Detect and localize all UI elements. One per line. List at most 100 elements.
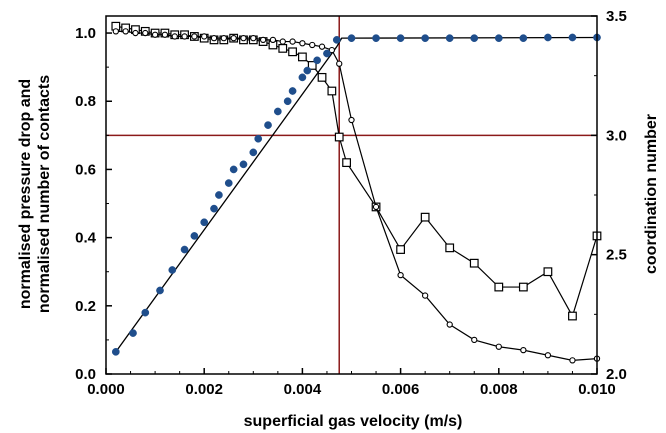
data-point	[250, 35, 257, 42]
data-point	[279, 38, 286, 45]
data-point	[303, 66, 312, 75]
data-point	[122, 28, 129, 35]
data-point	[274, 107, 282, 116]
data-point	[141, 308, 150, 317]
y-tick-label: 0.6	[75, 161, 96, 178]
data-point	[259, 36, 267, 44]
data-point	[307, 61, 317, 70]
data-point	[445, 34, 454, 43]
data-point	[518, 282, 528, 292]
data-point	[347, 34, 356, 43]
data-point	[254, 134, 263, 143]
data-point	[156, 286, 164, 295]
data-point	[142, 29, 149, 37]
data-point	[495, 343, 502, 350]
data-point	[132, 29, 139, 37]
data-point	[342, 158, 351, 168]
data-point	[323, 49, 331, 58]
series-line	[115, 25, 598, 318]
data-point	[288, 47, 297, 57]
data-point	[298, 73, 307, 82]
data-point	[240, 35, 247, 42]
data-point	[289, 38, 296, 45]
x-axis-title: superficial gas velocity (m/s)	[244, 413, 463, 430]
data-point	[215, 191, 223, 199]
data-point	[249, 148, 258, 157]
series-open-circle	[112, 28, 601, 364]
series-open-square	[111, 21, 602, 321]
data-point	[269, 36, 277, 44]
data-point	[168, 266, 177, 274]
data-point	[334, 132, 344, 142]
y-axis-title-line1: normalised pressure drop and	[17, 79, 34, 309]
data-point	[161, 31, 169, 38]
data-point	[520, 346, 527, 354]
data-point	[309, 41, 316, 49]
data-point	[180, 245, 189, 254]
data-point	[210, 204, 218, 213]
y2-axis-title: coordination number	[643, 114, 660, 274]
plot-frame	[105, 15, 598, 375]
y-tick-label: 0.8	[75, 93, 96, 110]
data-point	[224, 179, 233, 187]
y2-tick-label: 3.5	[606, 8, 627, 25]
data-point	[318, 43, 326, 50]
data-point	[469, 258, 479, 268]
series-filled-circle	[111, 33, 601, 356]
data-point	[470, 34, 479, 43]
data-point	[519, 34, 528, 43]
data-point	[288, 87, 297, 95]
x-tick-label: 0.000	[87, 381, 125, 398]
data-point	[129, 329, 137, 337]
y-axis-left: 0.0 0.2 0.4 0.6 0.8 1.0	[75, 25, 112, 383]
data-point	[421, 34, 429, 43]
data-point	[544, 33, 552, 42]
data-point	[421, 292, 429, 299]
data-point	[151, 31, 159, 38]
x-tick-label: 0.008	[480, 381, 518, 398]
data-point	[230, 35, 237, 42]
data-point	[298, 52, 307, 62]
data-point	[264, 121, 272, 129]
data-point	[348, 116, 355, 124]
data-point	[494, 282, 504, 292]
data-point	[278, 43, 288, 53]
data-point	[181, 33, 188, 40]
data-point	[446, 321, 453, 328]
y-tick-label: 1.0	[75, 25, 96, 42]
data-point	[190, 232, 199, 240]
y-tick-label: 0.0	[75, 366, 96, 383]
x-tick-label: 0.002	[185, 381, 223, 398]
x-axis: 0.000 0.002 0.004 0.006 0.008 0.010	[87, 368, 616, 398]
data-point	[445, 243, 455, 253]
data-point	[420, 212, 430, 222]
data-point	[112, 28, 119, 35]
data-point	[336, 60, 343, 67]
data-point	[317, 72, 327, 82]
data-point	[396, 34, 405, 43]
x-tick-label: 0.010	[578, 381, 616, 398]
x-tick-label: 0.006	[382, 381, 420, 398]
data-point	[327, 86, 337, 96]
data-point	[171, 33, 178, 40]
data-point	[544, 352, 552, 359]
data-point	[328, 46, 336, 54]
data-point	[313, 56, 321, 65]
data-point	[396, 245, 405, 254]
y2-tick-label: 3.0	[606, 127, 627, 144]
data-point	[568, 311, 577, 321]
data-point	[239, 160, 248, 169]
data-point	[210, 35, 218, 42]
data-point	[201, 33, 208, 40]
data-point	[229, 165, 238, 174]
y2-tick-label: 2.0	[606, 366, 627, 383]
x-tick-label: 0.004	[284, 381, 322, 398]
y2-tick-label: 2.5	[606, 247, 627, 264]
y-axis-title-line2: normalised number of contacts	[36, 75, 53, 313]
data-point	[569, 357, 576, 364]
data-point	[494, 34, 503, 43]
data-point	[372, 34, 380, 43]
data-point	[220, 35, 227, 42]
series-line	[115, 30, 598, 361]
